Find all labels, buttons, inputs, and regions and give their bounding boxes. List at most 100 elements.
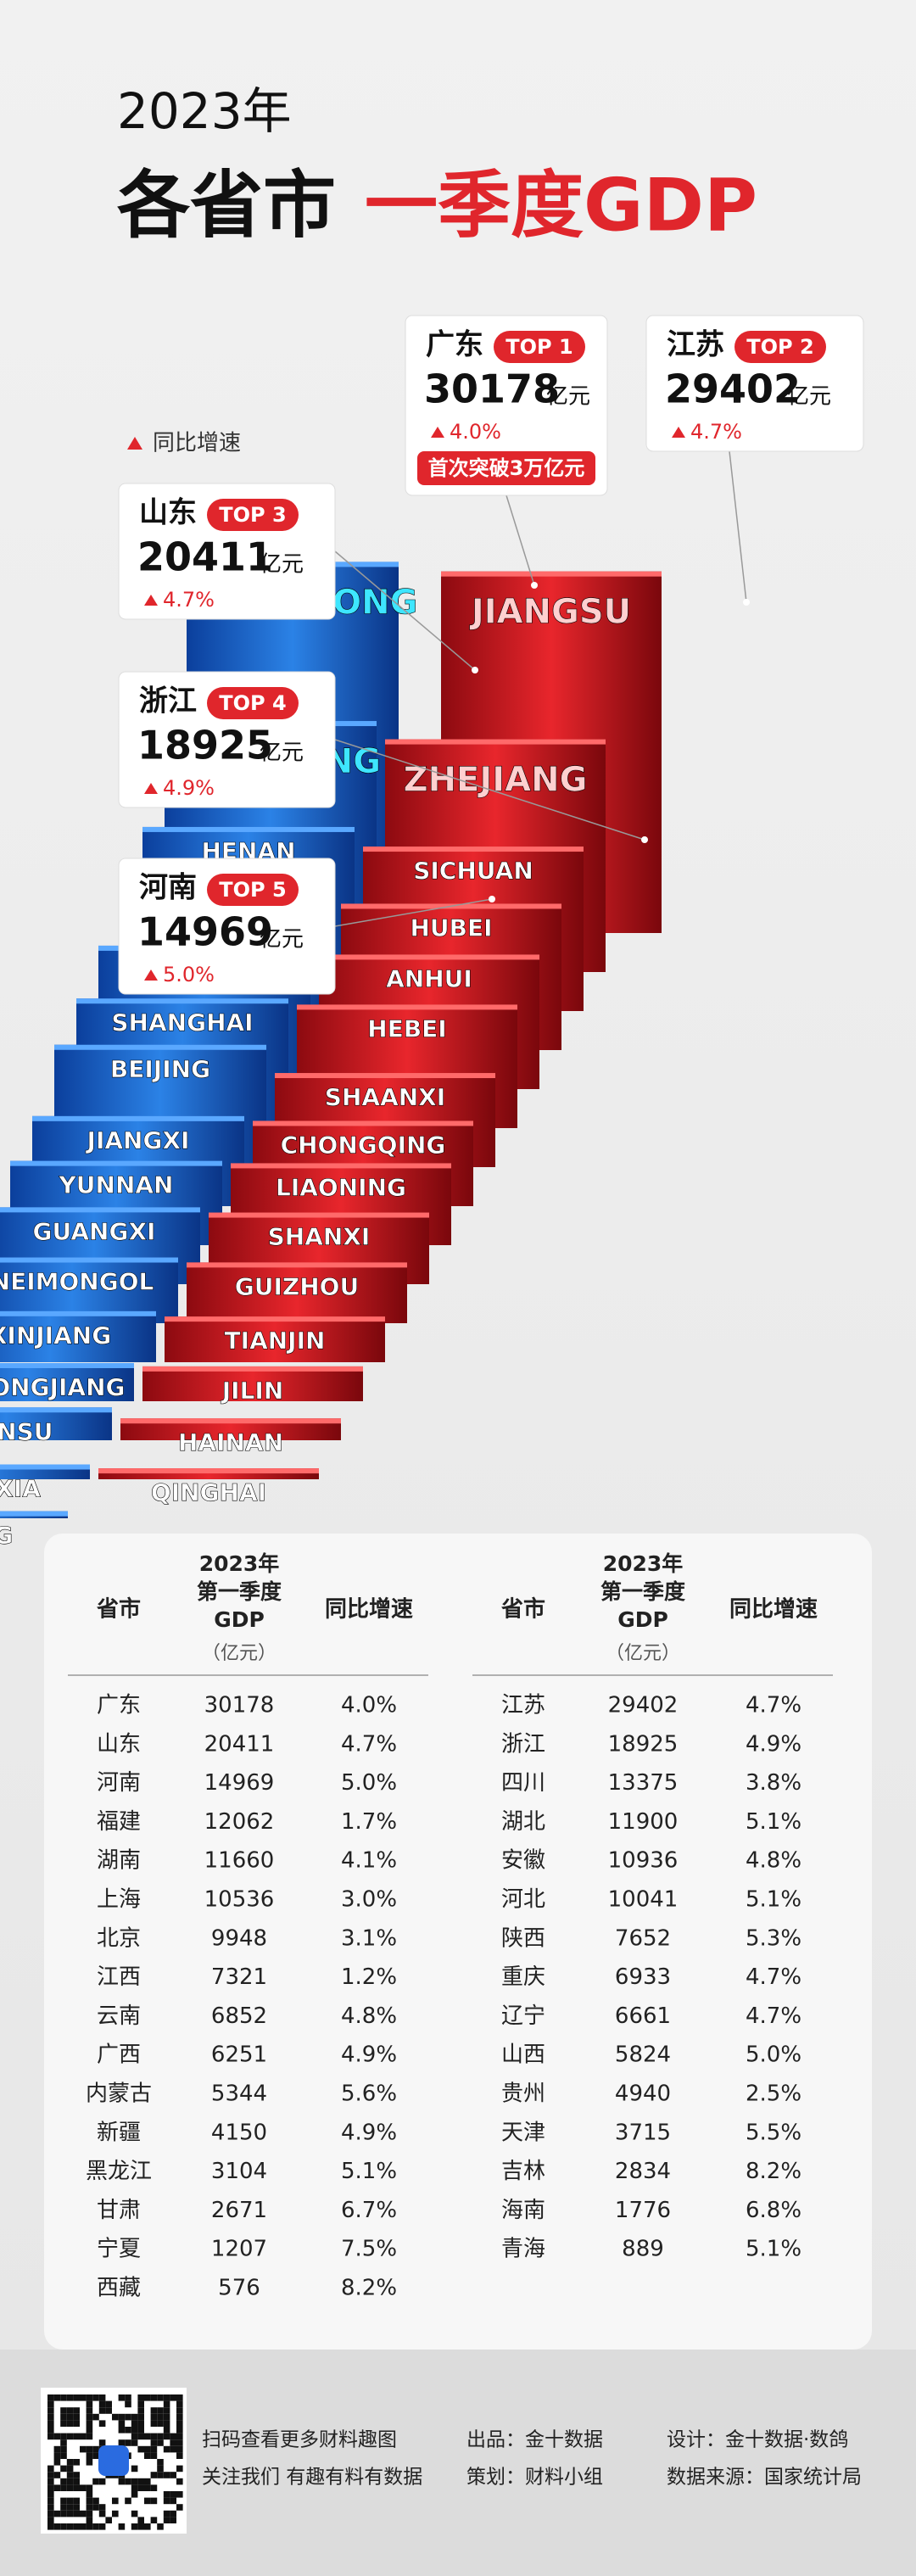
pinyin-label: GUANGXI	[33, 1217, 156, 1245]
qr-cell	[80, 2484, 87, 2491]
qr-cell	[170, 2497, 176, 2505]
qr-cell	[47, 2523, 54, 2530]
qr-cell	[53, 2445, 61, 2453]
qr-cell	[131, 2510, 138, 2517]
cell-growth: 5.5%	[746, 2120, 802, 2145]
qr-cell	[170, 2445, 176, 2453]
th-unit: （亿元）	[606, 1643, 680, 1664]
qr-cell	[144, 2523, 151, 2530]
cell-region: 江西	[97, 1964, 141, 1990]
rank: TOP 2	[746, 335, 813, 359]
qr-cell	[176, 2407, 183, 2414]
qr-cell	[66, 2504, 74, 2511]
qr-code	[41, 2388, 187, 2534]
qr-cell	[163, 2445, 170, 2453]
qr-cell	[163, 2472, 170, 2478]
pinyin-label: HUBEI	[410, 914, 492, 942]
growth-icon	[672, 427, 685, 438]
qr-cell	[92, 2497, 99, 2505]
qr-cell	[112, 2413, 119, 2421]
qr-cell	[86, 2523, 93, 2530]
qr-cell	[98, 2510, 106, 2517]
qr-cell	[144, 2445, 151, 2453]
pointer-line	[334, 739, 645, 841]
growth-icon	[431, 427, 444, 438]
callout-note: 首次突破3万亿元	[428, 456, 585, 480]
qr-cell	[157, 2433, 164, 2440]
qr-cell	[86, 2407, 93, 2414]
cell-region: 湖北	[501, 1809, 545, 1835]
pointer-line	[334, 550, 476, 671]
cell-growth: 8.2%	[746, 2159, 802, 2184]
qr-cell	[66, 2510, 74, 2517]
bar-top	[253, 1120, 473, 1126]
cell-region: 云南	[97, 2003, 141, 2029]
qr-cell	[86, 2400, 93, 2408]
qr-cell	[157, 2472, 164, 2478]
bar-top	[0, 1464, 90, 1470]
cell-growth: 2.5%	[746, 2081, 802, 2107]
callout-growth: 4.0%	[450, 420, 501, 444]
pinyin-label: HEILONGJIANG	[0, 1373, 125, 1401]
pinyin-label: NINGXIA	[0, 1474, 41, 1502]
qr-cell	[137, 2445, 144, 2453]
qr-cell	[86, 2445, 93, 2453]
callout-unit: 亿元	[260, 740, 304, 766]
qr-cell	[66, 2478, 74, 2485]
qr-cell	[66, 2433, 74, 2440]
bar-top	[231, 1163, 451, 1169]
qr-cell	[131, 2484, 138, 2491]
qr-cell	[163, 2413, 170, 2421]
qr-cell	[86, 2491, 93, 2498]
qr-cell	[73, 2413, 80, 2421]
qr-logo	[98, 2445, 129, 2476]
qr-cell	[112, 2510, 119, 2517]
cell-gdp: 2834	[615, 2159, 671, 2184]
qr-cell	[47, 2478, 54, 2485]
th-growth: 同比增速	[729, 1596, 818, 1623]
th-gdp: 第一季度	[600, 1579, 685, 1604]
callout-gdp: 18925	[137, 723, 273, 768]
pointer-line	[334, 898, 493, 927]
qr-cell	[92, 2452, 99, 2459]
qr-cell	[118, 2478, 126, 2485]
bar-top	[297, 1004, 517, 1010]
cell-growth: 3.0%	[341, 1887, 397, 1913]
qr-cell	[163, 2394, 170, 2401]
rank-pill	[207, 499, 299, 531]
pointer-dot	[489, 896, 495, 902]
cell-region: 吉林	[501, 2159, 545, 2184]
cell-region: 江苏	[501, 1693, 545, 1718]
qr-cell	[47, 2394, 54, 2401]
qr-cell	[163, 2433, 170, 2440]
qr-cell	[66, 2523, 74, 2530]
qr-cell	[137, 2407, 144, 2414]
year: 2023年	[117, 82, 292, 140]
qr-cell	[163, 2517, 170, 2523]
cell-growth: 4.7%	[746, 1693, 802, 1718]
qr-cell	[118, 2439, 126, 2446]
callout-province: 山东	[139, 496, 197, 530]
callout-unit: 亿元	[787, 384, 831, 410]
qr-cell	[150, 2497, 158, 2505]
bar-right	[142, 1366, 363, 1401]
pinyin-label: SHANGHAI	[111, 1009, 253, 1037]
cell-growth: 5.1%	[746, 1887, 802, 1913]
cell-gdp: 30178	[204, 1693, 275, 1718]
pinyin-label: LIAONING	[276, 1173, 406, 1201]
qr-cell	[137, 2427, 144, 2434]
cell-growth: 7.5%	[341, 2237, 397, 2262]
pinyin-label: ZHEJIANG	[404, 761, 588, 800]
cell-gdp: 12062	[204, 1809, 275, 1835]
qr-cell	[163, 2427, 170, 2434]
qr-cell	[73, 2510, 80, 2517]
cell-gdp: 889	[622, 2237, 664, 2262]
footer-text: 数据来源：国家统计局	[667, 2467, 862, 2489]
bar-top	[54, 1044, 266, 1050]
qr-cell	[66, 2420, 74, 2427]
qr-cell	[66, 2465, 74, 2473]
cell-region: 黑龙江	[86, 2159, 152, 2184]
qr-cell	[157, 2523, 164, 2530]
qr-cell	[60, 2433, 67, 2440]
